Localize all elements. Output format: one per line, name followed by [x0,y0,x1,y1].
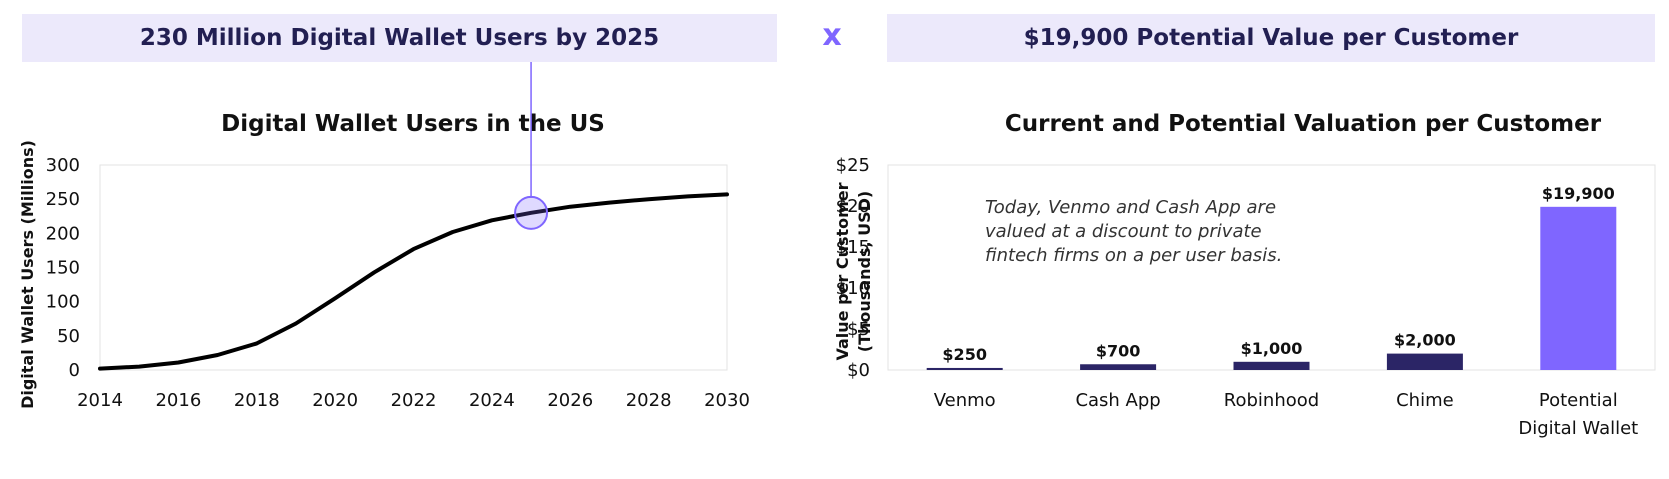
bar-chime [1386,353,1463,370]
y-tick-label-right: $10 [836,278,870,299]
left-banner: 230 Million Digital Wallet Users by 2025 [22,14,777,62]
y-tick-label-left: 100 [46,292,80,313]
multiply-icon: x [822,18,842,53]
annotation-text-line: valued at a discount to private [985,221,1262,242]
plot-area-left [99,164,728,371]
bar-cash-app [1080,364,1157,370]
chart-title-left: Digital Wallet Users in the US [221,111,605,137]
y-tick-label-left: 200 [46,223,80,244]
x-tick-label-left: 2018 [234,390,280,411]
x-tick-label-right-second-line: Digital Wallet [1518,418,1638,439]
x-tick-label-left: 2026 [547,390,593,411]
y-axis-title-right-line1: Value per Customer [833,182,852,360]
x-tick-label-left: 2028 [626,390,672,411]
data-label-bar: $19,900 [1542,184,1615,203]
y-tick-label-right: $25 [836,155,870,176]
x-tick-label-right: Robinhood [1224,390,1319,411]
y-tick-label-right: $20 [836,196,870,217]
data-label-bar: $1,000 [1241,339,1303,358]
x-tick-label-left: 2030 [704,390,750,411]
series-line-digital-wallet-users [98,192,729,371]
x-tick-label-left: 2024 [469,390,515,411]
bar-robinhood [1233,361,1310,370]
highlight-marker-2025 [514,195,549,230]
x-tick-label-right: Potential [1539,390,1618,411]
x-tick-label-right: Cash App [1075,390,1160,411]
data-label-bar: $2,000 [1394,331,1456,350]
y-tick-label-right: $15 [836,237,870,258]
y-tick-label-left: 150 [46,258,80,279]
y-tick-label-left: 250 [46,189,80,210]
x-tick-label-left: 2014 [77,390,123,411]
annotation-text-line: Today, Venmo and Cash App are [985,197,1276,218]
y-tick-label-left: 50 [57,326,80,347]
data-label-bar: $250 [942,345,987,364]
right-banner: $19,900 Potential Value per Customer [887,14,1655,62]
x-tick-label-right: Chime [1396,390,1454,411]
y-axis-title-right-line2: (Thousands, USD) [855,191,874,352]
bar-venmo [926,367,1003,370]
y-tick-label-left: 0 [69,360,80,381]
x-tick-label-left: 2022 [391,390,437,411]
y-axis-title-left: Digital Wallet Users (Millions) [18,140,37,409]
x-tick-label-right: Venmo [934,390,996,411]
y-tick-label-left: 300 [46,155,80,176]
chart-title-right: Current and Potential Valuation per Cust… [1005,111,1602,137]
data-label-bar: $700 [1096,341,1141,360]
annotation-text-line: fintech firms on a per user basis. [985,245,1282,266]
x-tick-label-left: 2020 [312,390,358,411]
x-tick-label-left: 2016 [155,390,201,411]
y-tick-label-right: $0 [847,360,870,381]
bar-potential [1540,206,1617,370]
y-tick-label-right: $5 [847,319,870,340]
